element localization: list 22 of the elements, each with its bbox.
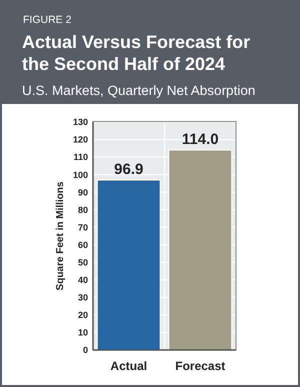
y-tick-label: 130 <box>72 117 88 128</box>
y-tick-label: 120 <box>72 134 88 145</box>
data-label: 96.9 <box>114 161 144 178</box>
y-tick-label: 50 <box>78 257 88 268</box>
y-tick-label: 0 <box>82 345 88 356</box>
y-tick-label: 90 <box>78 187 88 198</box>
y-tick-label: 110 <box>73 152 88 162</box>
chart-title: Actual Versus Forecast for the Second Half of 2024 <box>22 32 250 74</box>
caption: FIGURE 2 <box>23 14 72 26</box>
y-tick-label: 60 <box>78 240 88 250</box>
chart-subtitle: U.S. Markets, Quarterly Net Absorption <box>22 83 256 98</box>
data-label: 114.0 <box>182 131 219 148</box>
y-tick-label: 20 <box>78 310 88 320</box>
y-axis-title: Square Feet in Millions <box>55 181 66 290</box>
x-tick-label: Forecast <box>175 359 226 373</box>
x-tick-label: Actual <box>110 359 148 373</box>
y-tick-label: 30 <box>78 292 88 303</box>
y-tick-label: 100 <box>72 170 88 180</box>
y-tick-label: 80 <box>78 204 88 215</box>
y-tick-label: 10 <box>78 328 88 338</box>
y-tick-label: 70 <box>78 222 88 232</box>
y-tick-label: 40 <box>78 274 88 285</box>
